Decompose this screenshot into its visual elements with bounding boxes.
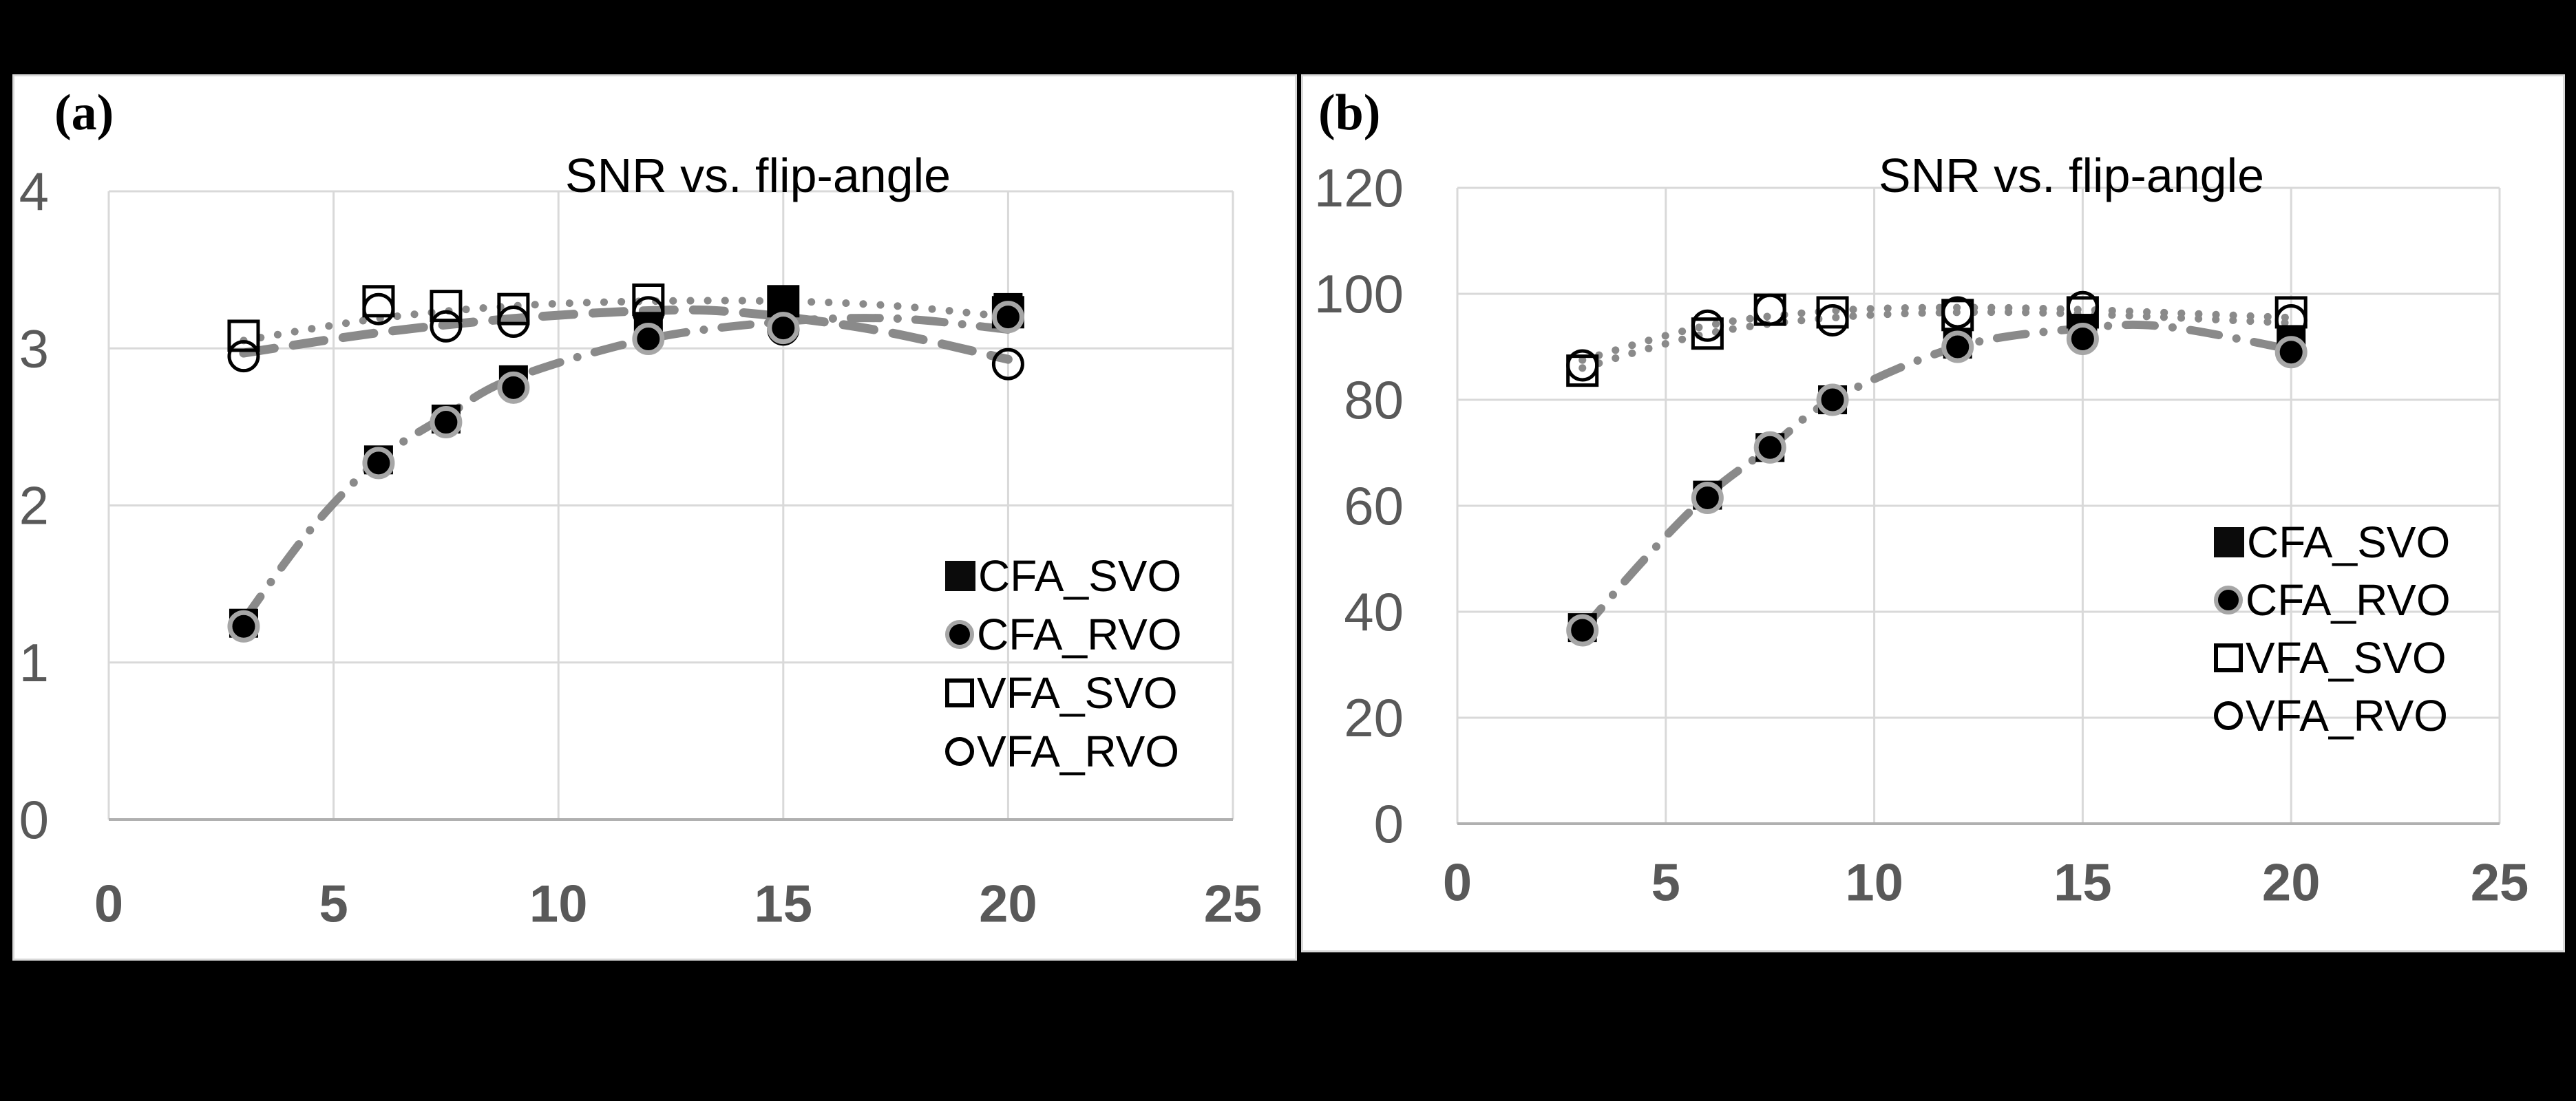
trendline-vfa_rvo-dashed xyxy=(239,305,1013,364)
y-tick-label: 0 xyxy=(1374,793,1404,854)
marker-cfa_rvo-x9 xyxy=(497,371,530,404)
marker-cfa_rvo-x6 xyxy=(362,447,395,480)
legend-item-vfa_rvo: VFA_RVO xyxy=(945,723,1179,780)
legend-item-vfa_svo: VFA_SVO xyxy=(945,664,1178,722)
marker-cfa_rvo-x3 xyxy=(1566,614,1599,647)
y-tick-label: 40 xyxy=(1344,581,1404,642)
marker-vfa_svo-x9 xyxy=(497,292,530,325)
marker-vfa_rvo-x3 xyxy=(1566,349,1599,382)
legend-label: VFA_RVO xyxy=(2246,691,2449,740)
marker-vfa_rvo-x12 xyxy=(1941,296,1974,329)
x-tick-label: 25 xyxy=(1204,875,1263,934)
marker-vfa_rvo-x20 xyxy=(991,348,1024,381)
marker-vfa_rvo-x6 xyxy=(362,292,395,325)
y-tick-label: 2 xyxy=(19,475,49,536)
open-circle-icon xyxy=(945,737,974,766)
x-tick-label: 0 xyxy=(1443,854,1472,912)
y-tick-label: 80 xyxy=(1344,370,1404,430)
marker-vfa_svo-x6 xyxy=(362,285,395,318)
marker-vfa_rvo-x7.5 xyxy=(1753,293,1786,326)
y-tick-label: 20 xyxy=(1344,687,1404,748)
marker-cfa_rvo-x20 xyxy=(991,301,1024,334)
legend-item-cfa_svo: CFA_SVO xyxy=(945,547,1181,605)
marker-cfa_rvo-x20 xyxy=(2274,336,2308,369)
x-tick-label: 5 xyxy=(1651,854,1680,912)
panel-label-a: (a) xyxy=(54,85,114,141)
x-tick-label: 10 xyxy=(529,875,588,934)
marker-vfa_rvo-x7.5 xyxy=(430,310,463,343)
legend-item-cfa_rvo: CFA_RVO xyxy=(945,606,1182,663)
marker-cfa_rvo-x12 xyxy=(1941,330,1974,363)
marker-cfa_rvo-x12 xyxy=(632,323,665,356)
marker-vfa_rvo-x6 xyxy=(1691,309,1724,342)
trendline-cfa-dashdot xyxy=(1578,320,2296,634)
marker-vfa_rvo-x9 xyxy=(497,305,530,338)
legend-label: CFA_RVO xyxy=(2246,575,2451,625)
legend-item-vfa_rvo: VFA_RVO xyxy=(2214,687,2448,745)
y-tick-label: 1 xyxy=(19,632,49,693)
chart-b-title: SNR vs. flip-angle xyxy=(1878,149,2265,202)
legend-label: VFA_SVO xyxy=(977,668,1178,718)
marker-cfa_rvo-x7.5 xyxy=(430,406,463,439)
legend-label: VFA_RVO xyxy=(977,727,1180,776)
trendline-cfa-dashdot xyxy=(239,314,1013,625)
panel-label-b: (b) xyxy=(1318,85,1381,141)
x-tick-label: 20 xyxy=(2262,854,2321,912)
legend-item-vfa_svo: VFA_SVO xyxy=(2214,629,2447,687)
x-tick-label: 5 xyxy=(319,875,348,934)
marker-vfa_svo-x6 xyxy=(1691,317,1724,350)
y-tick-label: 60 xyxy=(1344,475,1404,536)
filled-circle-icon xyxy=(945,620,974,649)
open-square-icon xyxy=(2214,643,2243,672)
x-tick-label: 15 xyxy=(2054,854,2112,912)
legend-label: CFA_SVO xyxy=(2247,517,2451,567)
trendline-vfa_rvo-dotted xyxy=(1579,303,2295,364)
legend-label: CFA_SVO xyxy=(978,551,1182,601)
figure-panel-b: (b) 0 20 40 60 80 100 120 0 5 10 15 20 25 SNR vs. fl… xyxy=(1301,74,2565,952)
x-tick-label: 25 xyxy=(2471,854,2529,912)
x-tick-label: 10 xyxy=(1845,854,1903,912)
marker-cfa_rvo-x6 xyxy=(1691,481,1724,514)
filled-square-icon xyxy=(945,561,975,591)
marker-vfa_rvo-x3 xyxy=(227,340,260,373)
marker-cfa_rvo-x15 xyxy=(2066,322,2099,355)
marker-vfa_svo-x7.5 xyxy=(430,290,463,323)
y-tick-label: 0 xyxy=(19,789,49,850)
filled-square-icon xyxy=(2214,527,2244,557)
trendline-vfa_svo-dotted xyxy=(1579,308,2295,372)
chart-a-title: SNR vs. flip-angle xyxy=(564,149,951,202)
x-tick-label: 20 xyxy=(979,875,1037,934)
legend-label: VFA_SVO xyxy=(2246,633,2447,683)
y-tick-label: 120 xyxy=(1314,158,1404,218)
marker-vfa_svo-x3 xyxy=(227,319,260,352)
chart-a: 0 1 2 3 4 0 5 10 15 20 25 xyxy=(19,161,1263,934)
marker-cfa_rvo-x3 xyxy=(227,610,260,643)
figure-panel-a: (a) 0 1 2 3 4 0 5 10 15 20 25 SNR vs. flip-angle C… xyxy=(12,74,1297,961)
marker-cfa_svo-x15 xyxy=(768,286,798,316)
filled-circle-icon xyxy=(2214,586,2243,614)
marker-vfa_svo-x9 xyxy=(1816,296,1849,329)
marker-cfa_rvo-x7.5 xyxy=(1753,431,1786,464)
y-tick-label: 4 xyxy=(19,161,49,222)
legend-item-cfa_svo: CFA_SVO xyxy=(2214,513,2450,571)
marker-cfa_rvo-x9 xyxy=(1816,383,1849,416)
open-square-icon xyxy=(945,678,974,707)
legend-label: CFA_RVO xyxy=(977,610,1182,659)
marker-vfa_svo-x20 xyxy=(2274,296,2308,329)
x-tick-label: 0 xyxy=(94,875,123,934)
marker-vfa_rvo-x9 xyxy=(1816,304,1849,336)
chart-b: 0 20 40 60 80 100 120 0 5 10 15 20 25 xyxy=(1314,158,2529,912)
legend-item-cfa_rvo: CFA_RVO xyxy=(2214,571,2451,629)
x-tick-label: 15 xyxy=(754,875,813,934)
open-circle-icon xyxy=(2214,701,2243,730)
y-tick-label: 100 xyxy=(1314,264,1404,324)
marker-cfa_rvo-x15 xyxy=(767,312,800,345)
y-tick-label: 3 xyxy=(19,318,49,378)
